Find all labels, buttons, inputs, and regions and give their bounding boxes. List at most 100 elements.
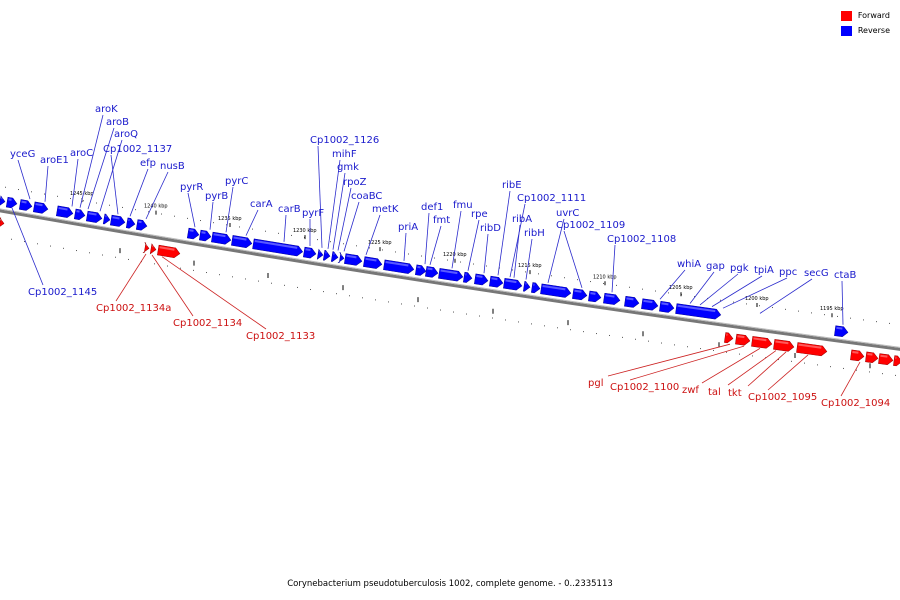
track-dot xyxy=(596,333,597,335)
track-dot xyxy=(323,291,324,293)
track-dot xyxy=(720,299,721,301)
forward-track-dots xyxy=(5,186,890,324)
reverse-gene-label: Cp1002_1126 xyxy=(310,135,379,146)
track-dot xyxy=(629,286,630,288)
reverse-gene-arrow xyxy=(540,283,572,298)
track-dot xyxy=(200,220,201,222)
track-dot xyxy=(863,319,864,321)
reverse-gene-arrow xyxy=(624,295,640,308)
track-dot xyxy=(713,349,714,351)
reverse-leader-line xyxy=(99,139,123,212)
reverse-leader-line xyxy=(365,214,381,256)
track-dot xyxy=(733,301,734,303)
track-dot xyxy=(193,269,194,271)
reverse-gene-arrow xyxy=(641,298,659,311)
track-dot xyxy=(356,245,357,247)
track-dot xyxy=(726,351,727,353)
track-dot xyxy=(128,258,129,260)
reverse-gene-arrow xyxy=(85,210,103,223)
reverse-gene-arrow xyxy=(5,196,18,209)
track-dot xyxy=(811,312,812,314)
track-dot xyxy=(759,305,760,307)
reverse-leader-line xyxy=(332,172,346,250)
track-dot xyxy=(375,299,376,301)
reverse-gene-label: aroK xyxy=(95,104,118,115)
track-dot xyxy=(37,243,38,245)
track-dot xyxy=(648,340,649,342)
track-dot xyxy=(661,342,662,344)
forward-gene-arrow xyxy=(142,242,150,254)
track-dot xyxy=(154,263,155,265)
reverse-leader-line xyxy=(699,273,739,306)
track-dot xyxy=(869,371,870,373)
track-dot xyxy=(232,276,233,278)
track-dot xyxy=(830,366,831,368)
track-dot xyxy=(492,317,493,319)
track-dot xyxy=(50,245,51,247)
reverse-gene-arrow xyxy=(489,275,504,288)
reverse-leader-line xyxy=(483,233,489,274)
track-dot xyxy=(616,284,617,286)
track-dot xyxy=(655,290,656,292)
forward-gene-arrow xyxy=(850,349,865,362)
reverse-gene-label: Cp1002_1111 xyxy=(517,193,586,204)
track-dot xyxy=(265,230,266,232)
reverse-gene-label: ctaB xyxy=(834,270,857,281)
reverse-gene-label: ppc xyxy=(779,267,797,278)
scale-tick-label: 1215 kbp xyxy=(518,263,542,269)
track-dot xyxy=(674,344,675,346)
reverse-leader-line xyxy=(525,238,533,280)
reverse-gene-arrow xyxy=(231,235,253,248)
reverse-gene-arrow xyxy=(383,259,415,274)
reverse-gene-label: pyrF xyxy=(302,208,324,219)
track-dot xyxy=(440,309,441,311)
scale-tick-label: 1205 kbp xyxy=(669,285,693,291)
track-dot xyxy=(284,284,285,286)
reverse-gene-arrow xyxy=(588,290,602,303)
scale-tick-label: 1230 kbp xyxy=(293,228,317,234)
track-dot xyxy=(31,191,32,193)
reverse-gene-arrow xyxy=(603,292,621,305)
track-dot xyxy=(180,267,181,269)
forward-gene-arrow xyxy=(773,339,795,352)
track-dot xyxy=(557,327,558,329)
track-dot xyxy=(297,286,298,288)
track-dot xyxy=(473,263,474,265)
reverse-gene-arrow xyxy=(834,325,849,337)
reverse-gene-label: gmk xyxy=(337,162,359,173)
reverse-leader-line xyxy=(87,127,115,210)
reverse-gene-arrow xyxy=(302,246,317,259)
forward-leader-line xyxy=(747,351,787,387)
reverse-leader-line xyxy=(327,159,341,249)
reverse-leader-line xyxy=(722,277,788,309)
track-dot xyxy=(57,195,58,197)
reverse-leader-line xyxy=(547,218,565,283)
track-dot xyxy=(219,274,220,276)
reverse-gene-label: ribA xyxy=(512,214,532,225)
forward-gene-arrow xyxy=(865,351,879,363)
reverse-gene-arrow xyxy=(474,273,489,286)
reverse-leader-line xyxy=(209,201,214,230)
track-dot xyxy=(245,278,246,280)
reverse-gene-arrow xyxy=(102,213,111,225)
track-dot xyxy=(505,319,506,321)
reverse-gene-arrow xyxy=(32,201,49,214)
track-dot xyxy=(772,307,773,309)
reverse-gene-arrow xyxy=(186,227,200,240)
track-dot xyxy=(642,288,643,290)
track-dot xyxy=(44,193,45,195)
reverse-leader-line xyxy=(403,232,407,261)
track-dot xyxy=(564,277,565,279)
track-dot xyxy=(876,321,877,323)
reverse-leader-line xyxy=(17,159,31,200)
track-dot xyxy=(512,269,513,271)
reverse-gene-label: fmu xyxy=(453,200,473,211)
reverse-swatch xyxy=(840,25,852,36)
track-dot xyxy=(63,247,64,249)
track-dot xyxy=(427,307,428,309)
reverse-leader-line xyxy=(145,171,169,220)
reverse-gene-arrow xyxy=(675,303,722,320)
track-dot xyxy=(466,313,467,315)
forward-gene-label: zwf xyxy=(682,385,699,396)
